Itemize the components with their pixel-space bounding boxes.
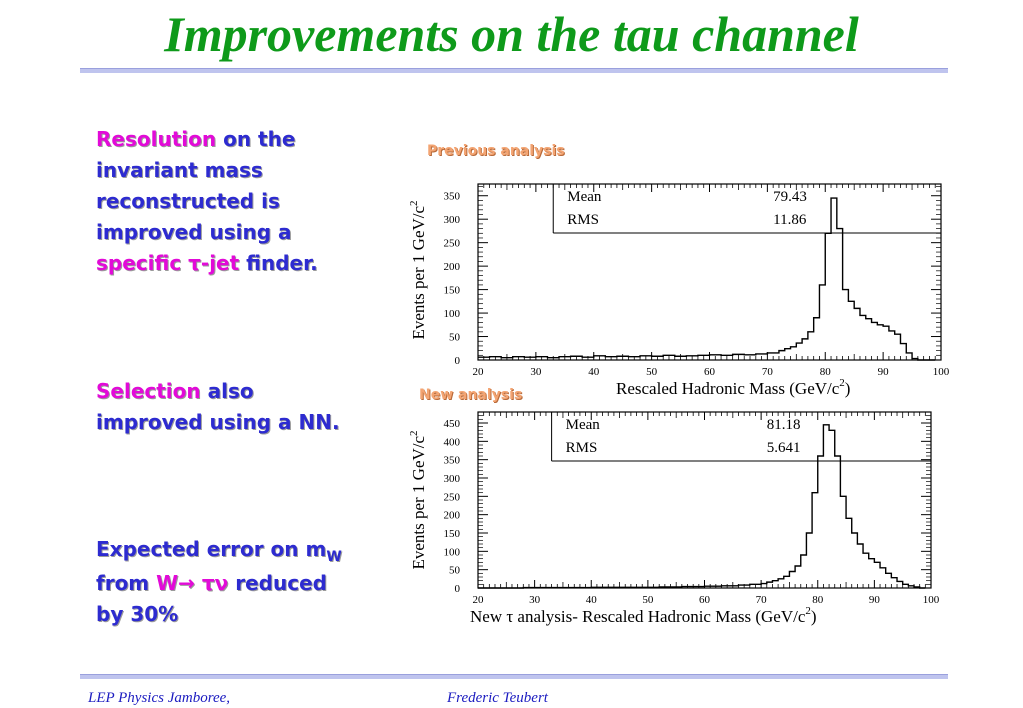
bullet-expected-error: Expected error on mW from W→ τν reduced … <box>96 534 346 630</box>
previous-analysis-label: Previous analysis <box>427 143 565 159</box>
y-tick-label: 350 <box>444 455 461 467</box>
x-tick-label: 60 <box>704 366 716 378</box>
y-tick-label: 250 <box>444 238 461 250</box>
x-tick-label: 90 <box>878 366 890 378</box>
footer-event: LEP Physics Jamboree, <box>88 690 231 706</box>
y-tick-label: 300 <box>444 214 461 226</box>
bullet-highlight: Selection <box>96 379 201 403</box>
slide-title: Improvements on the tau channel <box>164 6 859 62</box>
x-tick-label: 50 <box>646 366 658 378</box>
stats-label: Mean <box>566 417 601 433</box>
bullet-text: from <box>96 571 157 595</box>
x-tick-label: 20 <box>473 366 485 378</box>
bullet-highlight: W→ τν <box>156 571 229 595</box>
y-tick-label: 350 <box>444 191 461 203</box>
y-tick-label: 50 <box>449 565 461 577</box>
x-tick-label: 80 <box>812 594 824 606</box>
stats-value: 79.43 <box>773 189 807 205</box>
footer-author: Frederic Teubert <box>447 690 548 706</box>
y-tick-label: 200 <box>444 261 461 273</box>
stats-label: RMS <box>566 440 598 456</box>
x-tick-label: 100 <box>933 366 950 378</box>
stats-value: 11.86 <box>773 212 807 228</box>
x-tick-label: 40 <box>586 594 598 606</box>
x-tick-label: 70 <box>756 594 768 606</box>
subscript-w: W <box>326 549 342 565</box>
bullet-text: finder. <box>239 251 318 275</box>
y-tick-label: 50 <box>449 332 461 344</box>
bullet-selection: Selection also improved using a NN. <box>96 376 346 438</box>
y-tick-label: 250 <box>444 491 461 503</box>
stats-value: 81.18 <box>767 417 801 433</box>
bullet-text: reduced by 30% <box>96 571 327 626</box>
x-axis-label: New τ analysis- Rescaled Hadronic Mass (… <box>470 605 817 626</box>
x-tick-label: 70 <box>762 366 774 378</box>
bullet-resolution: Resolution on the invariant mass reconst… <box>96 124 346 279</box>
y-tick-label: 300 <box>444 473 461 485</box>
bullet-highlight: specific τ-jet <box>96 251 240 275</box>
y-tick-label: 450 <box>444 418 461 430</box>
stats-label: Mean <box>567 189 602 205</box>
x-tick-label: 100 <box>923 594 940 606</box>
bullet-text: Expected error on m <box>96 537 327 561</box>
x-tick-label: 60 <box>699 594 711 606</box>
y-tick-label: 100 <box>444 546 461 558</box>
y-axis-label: Events per 1 GeV/c2 <box>408 430 428 569</box>
x-tick-label: 20 <box>473 594 485 606</box>
bullet-text: also improved using a NN. <box>96 379 340 434</box>
y-tick-label: 150 <box>444 285 461 297</box>
x-tick-label: 80 <box>820 366 832 378</box>
plot-frame <box>477 411 932 589</box>
y-tick-label: 150 <box>444 528 461 540</box>
y-tick-label: 0 <box>455 355 461 367</box>
plot-frame <box>477 183 942 361</box>
title-divider <box>80 68 948 73</box>
x-tick-label: 30 <box>529 594 541 606</box>
footer-divider <box>80 674 948 679</box>
y-tick-label: 100 <box>444 308 461 320</box>
bullet-text: on the invariant mass reconstructed is i… <box>96 127 296 244</box>
y-tick-label: 0 <box>455 583 461 595</box>
y-axis-label: Events per 1 GeV/c2 <box>408 200 428 339</box>
y-tick-label: 400 <box>444 436 461 448</box>
stats-label: RMS <box>567 212 599 228</box>
histogram-series <box>478 197 936 361</box>
new-analysis-label: New analysis <box>419 387 523 403</box>
x-tick-label: 40 <box>588 366 600 378</box>
bullet-highlight: Resolution <box>96 127 217 151</box>
x-tick-label: 50 <box>642 594 654 606</box>
x-axis-label: Rescaled Hadronic Mass (GeV/c2) <box>616 377 850 398</box>
histogram-series <box>478 424 926 589</box>
y-tick-label: 200 <box>444 510 461 522</box>
stats-value: 5.641 <box>767 440 801 456</box>
x-tick-label: 90 <box>869 594 881 606</box>
x-tick-label: 30 <box>530 366 542 378</box>
